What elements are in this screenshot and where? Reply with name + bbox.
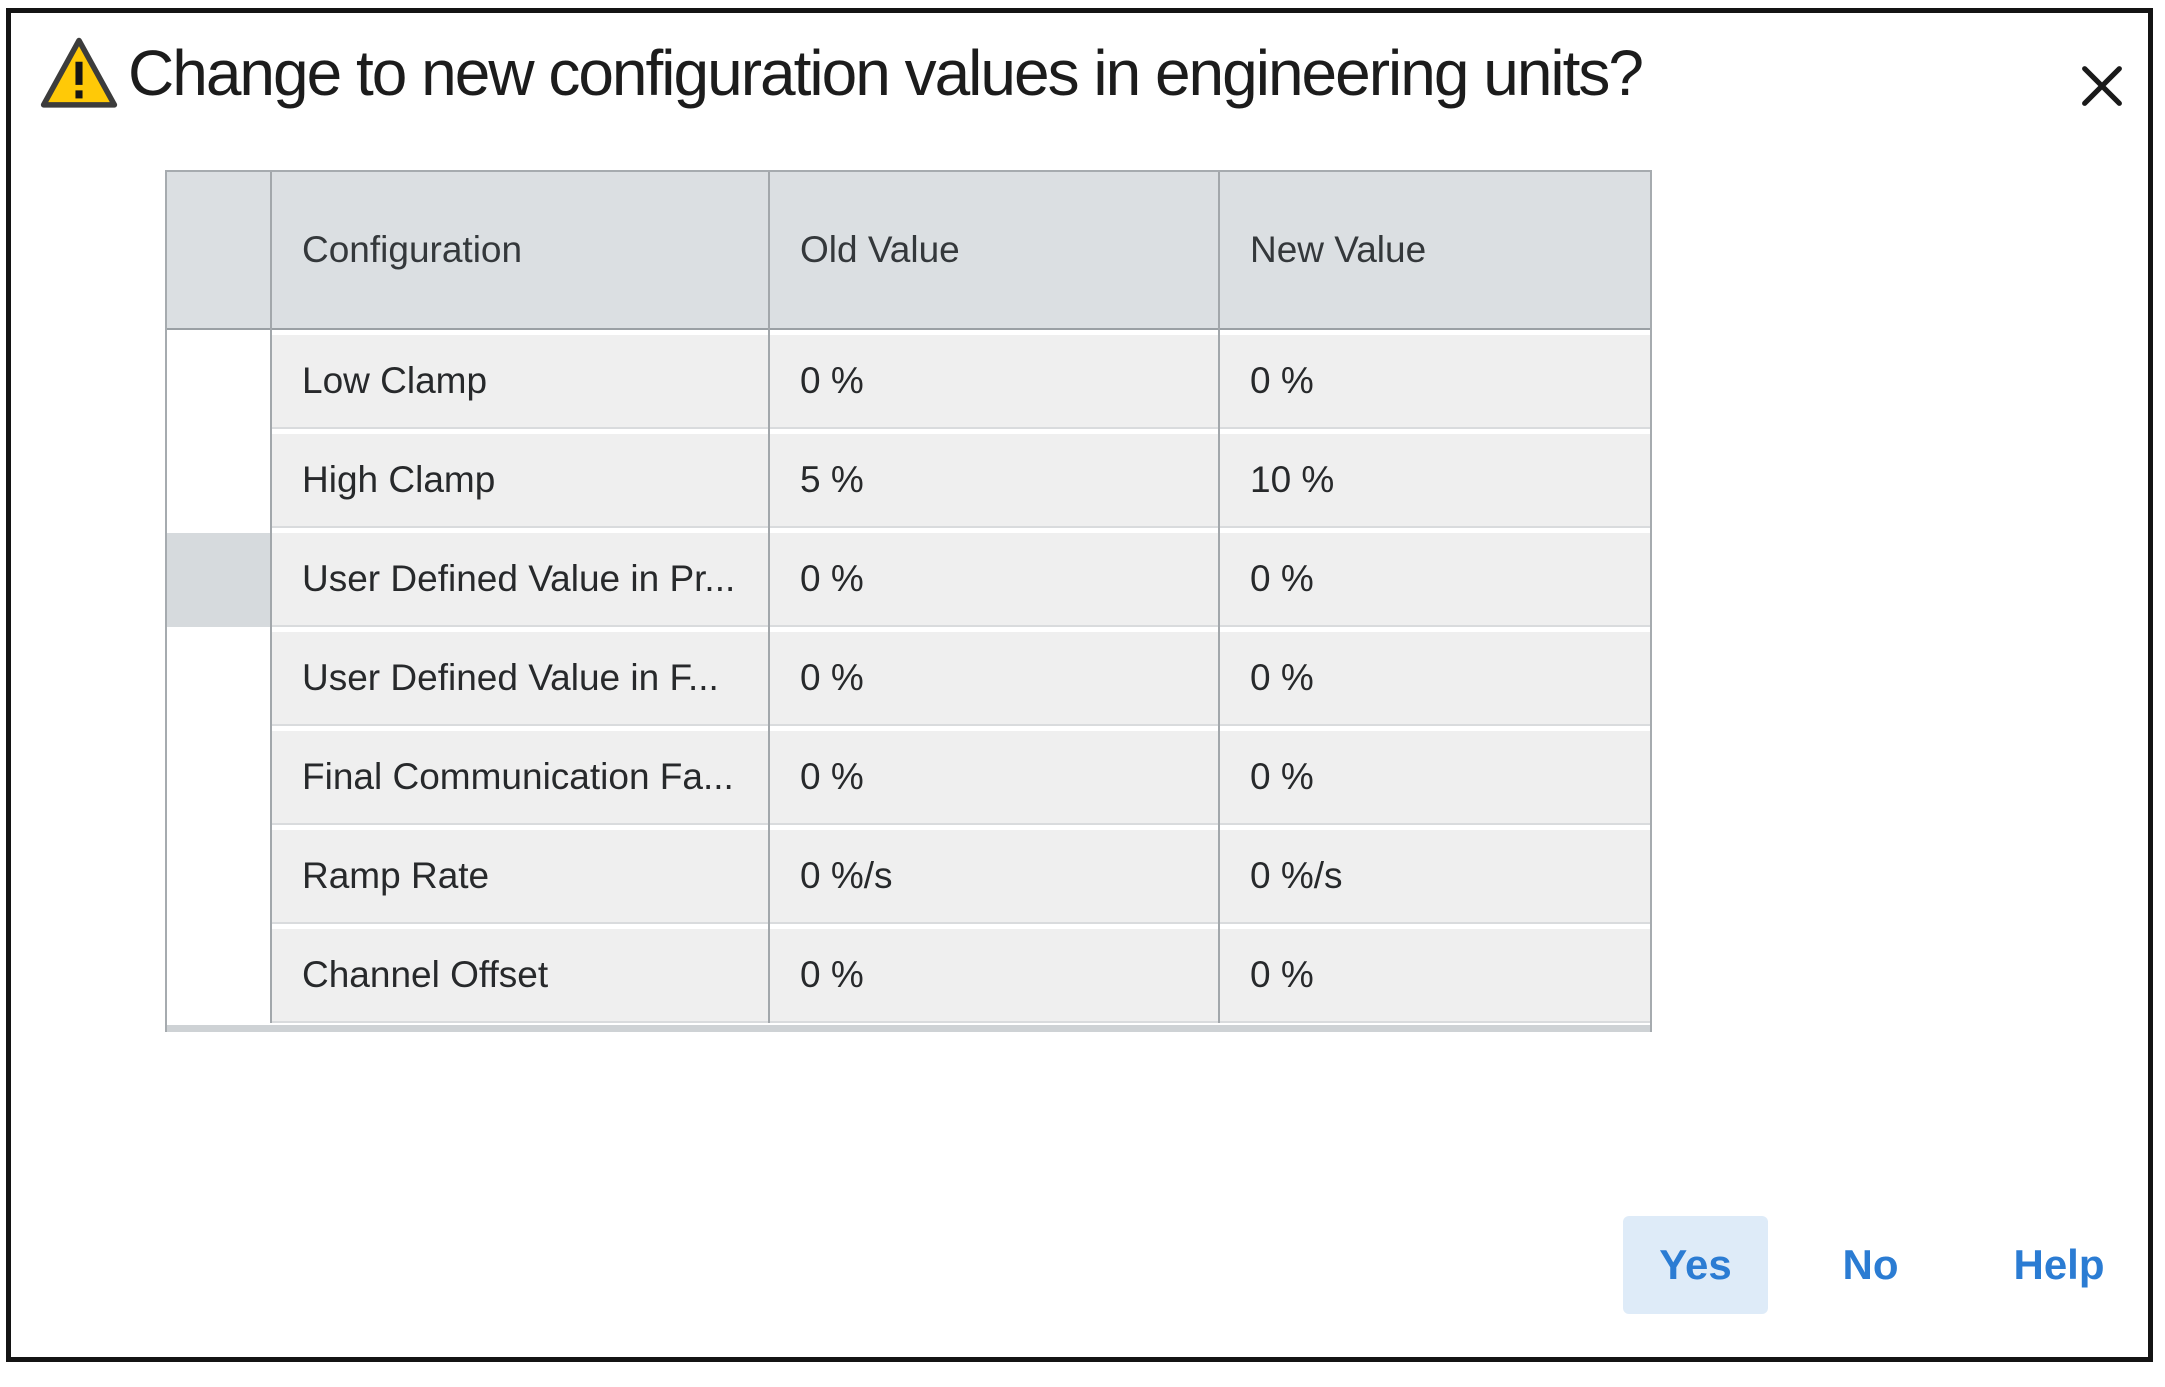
table-grid-line [768, 172, 770, 1023]
new-value-cell: 10 % [1218, 434, 1650, 528]
table-row: User Defined Value in F... 0 % 0 % [167, 632, 1650, 726]
row-header-cell[interactable] [167, 830, 270, 924]
new-value-cell: 0 % [1218, 335, 1650, 429]
table-row: High Clamp 5 % 10 % [167, 434, 1650, 528]
row-header-cell-selected[interactable] [167, 533, 270, 627]
yes-button[interactable]: Yes [1623, 1216, 1768, 1314]
old-value-cell: 0 % [768, 731, 1218, 825]
new-value-cell: 0 % [1218, 533, 1650, 627]
help-button[interactable]: Help [1984, 1216, 2134, 1314]
column-header-new-value: New Value [1250, 229, 1427, 270]
row-header-cell[interactable] [167, 929, 270, 1023]
configuration-cell: User Defined Value in F... [270, 632, 768, 726]
configuration-cell: High Clamp [270, 434, 768, 528]
table-grid-line [270, 172, 272, 1023]
old-value-cell: 0 % [768, 632, 1218, 726]
table-grid-line [1218, 172, 1220, 1023]
configuration-cell: Final Communication Fa... [270, 731, 768, 825]
new-value-cell: 0 % [1218, 632, 1650, 726]
column-header-old-value: Old Value [800, 229, 960, 270]
close-button[interactable] [2064, 48, 2140, 124]
configuration-cell: Ramp Rate [270, 830, 768, 924]
configuration-cell: User Defined Value in Pr... [270, 533, 768, 627]
column-header-configuration: Configuration [302, 229, 523, 270]
old-value-cell: 5 % [768, 434, 1218, 528]
row-header-cell[interactable] [167, 731, 270, 825]
configuration-cell: Channel Offset [270, 929, 768, 1023]
config-table: Configuration Old Value New Value Low Cl… [165, 170, 1652, 1032]
old-value-cell: 0 % [768, 929, 1218, 1023]
table-row: Final Communication Fa... 0 % 0 % [167, 731, 1650, 825]
table-row: User Defined Value in Pr... 0 % 0 % [167, 533, 1650, 627]
dialog-title: Change to new configuration values in en… [128, 37, 1644, 109]
row-header-cell[interactable] [167, 434, 270, 528]
new-value-cell: 0 % [1218, 731, 1650, 825]
table-row: Low Clamp 0 % 0 % [167, 335, 1650, 429]
table-row: Channel Offset 0 % 0 % [167, 929, 1650, 1023]
table-header-row: Configuration Old Value New Value [167, 172, 1650, 330]
new-value-cell: 0 %/s [1218, 830, 1650, 924]
table-row: Ramp Rate 0 %/s 0 %/s [167, 830, 1650, 924]
old-value-cell: 0 % [768, 533, 1218, 627]
no-button[interactable]: No [1808, 1216, 1933, 1314]
configuration-cell: Low Clamp [270, 335, 768, 429]
new-value-cell: 0 % [1218, 929, 1650, 1023]
column-header-blank [167, 172, 270, 328]
row-header-cell[interactable] [167, 335, 270, 429]
old-value-cell: 0 % [768, 335, 1218, 429]
close-x-icon [2082, 66, 2122, 106]
row-header-cell[interactable] [167, 632, 270, 726]
table-bottom-border [167, 1025, 1650, 1032]
warning-icon [40, 37, 118, 108]
old-value-cell: 0 %/s [768, 830, 1218, 924]
